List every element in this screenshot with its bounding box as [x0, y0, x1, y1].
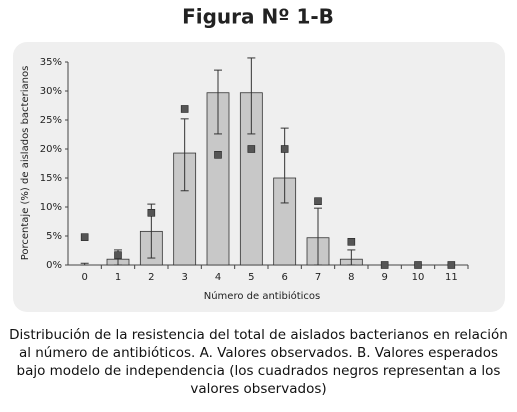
x-tick-label: 8 — [348, 272, 354, 283]
x-tick-label: 5 — [248, 272, 254, 283]
y-tick-label: 5% — [46, 231, 62, 242]
chart-title: Figura Nº 1-B — [182, 5, 334, 29]
y-tick-label: 10% — [40, 202, 62, 213]
observed-marker — [147, 209, 156, 217]
caption: Distribución de la resistencia del total… — [9, 327, 508, 397]
y-tick-label: 25% — [40, 115, 62, 126]
observed-marker — [180, 105, 189, 113]
observed-marker — [347, 238, 356, 246]
x-tick-label: 6 — [281, 272, 287, 283]
x-tick-label: 10 — [412, 272, 425, 283]
observed-marker — [414, 261, 422, 269]
observed-marker — [314, 197, 322, 205]
observed-marker — [214, 151, 222, 159]
observed-marker — [447, 261, 456, 269]
observed-marker — [114, 251, 122, 259]
x-axis-label: Número de antibióticos — [204, 290, 321, 302]
x-tick-label: 2 — [148, 272, 154, 283]
y-tick-label: 20% — [40, 144, 62, 155]
y-tick-label: 30% — [40, 86, 62, 97]
y-tick-label: 0% — [46, 260, 62, 271]
observed-marker — [80, 233, 89, 241]
x-tick-label: 11 — [445, 272, 458, 283]
x-tick-label: 7 — [315, 272, 321, 283]
x-tick-label: 4 — [215, 272, 221, 283]
y-tick-label: 15% — [40, 173, 62, 184]
x-tick-label: 3 — [181, 272, 187, 283]
x-tick-label: 0 — [81, 272, 87, 283]
y-axis-label: Porcentaje (%) de aislados bacterianos — [20, 66, 31, 261]
x-tick-label: 1 — [115, 272, 121, 283]
y-tick-label: 35% — [40, 57, 62, 68]
chart: Figura Nº 1-B Porcentaje (%) de aislados… — [13, 5, 505, 312]
observed-marker — [380, 261, 389, 269]
observed-marker — [280, 145, 289, 153]
x-tick-label: 9 — [381, 272, 387, 283]
observed-marker — [247, 145, 256, 153]
